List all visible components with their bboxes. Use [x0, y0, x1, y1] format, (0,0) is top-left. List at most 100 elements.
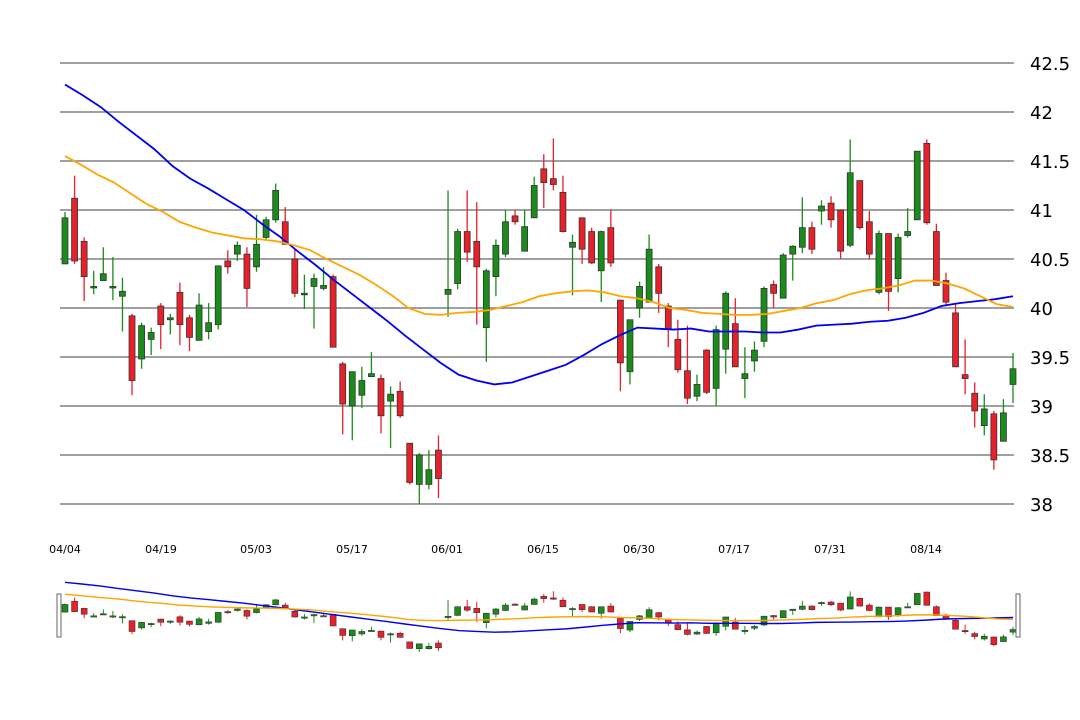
- navigator-candle-body: [138, 622, 145, 629]
- candle-body: [818, 205, 825, 212]
- candle-body: [396, 390, 404, 417]
- candle-body: [751, 349, 758, 362]
- candle-body: [463, 231, 471, 253]
- candle-body: [377, 378, 385, 417]
- navigator-candle-body: [80, 608, 88, 615]
- candle-body: [281, 221, 289, 245]
- x-tick-label: 08/14: [910, 543, 942, 556]
- x-tick-label: 05/03: [240, 543, 272, 556]
- y-tick-label: 42.5: [1030, 54, 1070, 75]
- candle-body: [703, 349, 710, 393]
- candle-body: [415, 454, 423, 485]
- candle-body: [933, 231, 940, 286]
- candle-body: [61, 217, 69, 265]
- navigator-candle-body: [511, 603, 519, 606]
- navigator-candle-body: [645, 609, 653, 619]
- candle-body: [770, 284, 777, 294]
- candle-body: [71, 197, 78, 262]
- navigator-candle-body: [1000, 636, 1007, 642]
- candle-body: [913, 150, 921, 221]
- navigator-candle-body: [856, 597, 864, 607]
- candle-body: [243, 253, 251, 289]
- candle-body: [368, 373, 375, 378]
- candle-body: [741, 373, 749, 379]
- candle-body: [157, 305, 165, 326]
- navigator-candle-body: [693, 631, 701, 635]
- candle-body: [320, 285, 327, 289]
- navigator-candle-body: [425, 646, 433, 650]
- navigator-candle-body: [214, 612, 222, 623]
- moving-average-short-line: [64, 83, 1014, 386]
- candle-body: [875, 233, 883, 293]
- candle-body: [808, 227, 816, 250]
- candle-body: [636, 286, 643, 309]
- navigator-candle-body: [406, 641, 413, 649]
- navigator-candle-body: [722, 616, 729, 627]
- navigator-candle-body: [454, 606, 461, 616]
- candle-body: [674, 338, 682, 371]
- navigator-candle-body: [176, 616, 184, 623]
- candle-body: [569, 241, 576, 248]
- navigator-candle-body: [483, 612, 490, 623]
- navigator-left-handle[interactable]: [56, 593, 62, 638]
- navigator-candle-body: [329, 613, 337, 627]
- navigator-candle-body: [981, 635, 988, 640]
- navigator-candle-body: [875, 606, 883, 618]
- navigator-candle-body: [205, 621, 212, 624]
- candle-body: [837, 209, 845, 252]
- candle-body: [607, 227, 615, 264]
- navigator-candle-body: [339, 628, 346, 636]
- candle-body: [1000, 412, 1007, 442]
- candle-body: [894, 237, 902, 280]
- navigator-candle-body: [234, 608, 241, 611]
- candle-body: [387, 393, 394, 402]
- x-axis: 04/04 04/19 05/03 05/17 06/01 06/15 06/3…: [49, 543, 942, 556]
- navigator-candle-body: [913, 593, 921, 606]
- navigator-ma-short-line: [64, 581, 1014, 633]
- candle-body: [885, 233, 892, 292]
- navigator-candle-body: [396, 632, 404, 638]
- navigator-candle-body: [703, 626, 710, 634]
- x-tick-label: 07/17: [718, 543, 750, 556]
- candle-body: [339, 363, 347, 405]
- navigator-candle-body: [751, 626, 758, 629]
- candle-body: [176, 291, 184, 326]
- y-tick-label: 39: [1030, 397, 1053, 418]
- candle-body: [626, 319, 634, 373]
- navigator-candle-body: [444, 616, 452, 618]
- y-tick-label: 40: [1030, 299, 1053, 320]
- navigator-candle-body: [71, 600, 78, 612]
- x-tick-label: 06/15: [527, 543, 559, 556]
- navigator-candle-body: [674, 624, 682, 630]
- navigator-candle-body: [530, 598, 538, 605]
- candle-body: [693, 384, 701, 397]
- navigator-candle-body: [320, 615, 327, 618]
- candle-body: [435, 449, 442, 479]
- navigator-candle-body: [90, 615, 97, 618]
- candle-body: [664, 305, 672, 329]
- navigator-candle-body: [301, 616, 308, 619]
- candle-body: [722, 292, 730, 350]
- navigator-candle-body: [741, 630, 749, 632]
- candle-body: [291, 258, 299, 294]
- x-tick-label: 07/31: [814, 543, 846, 556]
- candle-body: [358, 380, 366, 396]
- candle-body: [473, 240, 481, 268]
- candle-body: [406, 442, 414, 483]
- candle-body: [597, 231, 605, 272]
- navigator-candle-body: [167, 620, 174, 623]
- navigator-candle-body: [128, 620, 136, 632]
- navigator-candle-body: [416, 643, 423, 650]
- navigator-candle-body: [789, 608, 797, 611]
- navigator-candle-body: [492, 608, 500, 615]
- navigator-candle-body: [243, 610, 251, 617]
- navigator-candle-body: [626, 621, 634, 631]
- candle-body: [1009, 368, 1017, 385]
- navigator-candle-body: [1009, 629, 1017, 633]
- navigator-candle-body: [607, 605, 615, 613]
- candle-body: [492, 244, 500, 278]
- candle-body: [253, 243, 260, 268]
- range-navigator[interactable]: [56, 581, 1021, 652]
- navigator-candle-body: [923, 591, 931, 606]
- navigator-right-handle[interactable]: [1015, 593, 1021, 638]
